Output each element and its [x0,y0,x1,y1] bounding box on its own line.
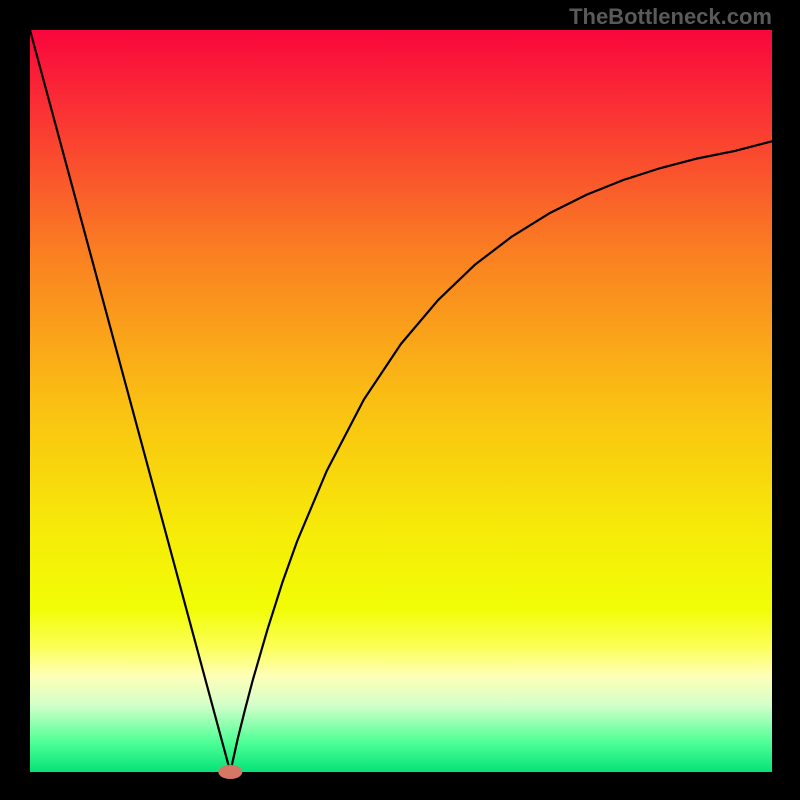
plot-area [30,30,772,772]
watermark-text: TheBottleneck.com [569,4,772,30]
curve-right [230,141,772,772]
min-marker [218,765,242,779]
chart-container: TheBottleneck.com [0,0,800,800]
curve-left [30,30,230,772]
curve-layer [30,30,772,772]
